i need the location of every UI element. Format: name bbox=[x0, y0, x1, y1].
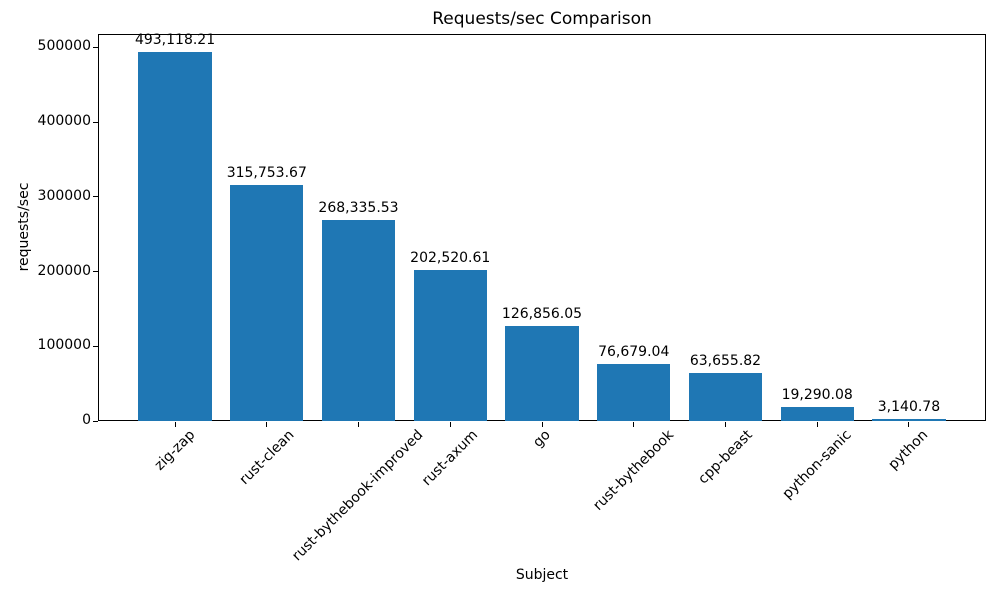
y-tick bbox=[93, 121, 98, 123]
x-tick-label: python-sanic bbox=[779, 427, 855, 503]
bar-value-label: 3,140.78 bbox=[877, 398, 941, 415]
bar-value-label: 76,679.04 bbox=[598, 343, 670, 360]
x-tick bbox=[358, 422, 360, 427]
x-tick-label: rust-axum bbox=[418, 427, 481, 490]
y-tick-label: 100000 bbox=[37, 337, 91, 354]
bar-value-label: 268,335.53 bbox=[318, 200, 399, 217]
x-tick bbox=[633, 422, 635, 427]
y-tick-label: 400000 bbox=[37, 113, 91, 130]
bar bbox=[138, 52, 212, 421]
bar bbox=[872, 418, 946, 421]
y-tick-label: 200000 bbox=[37, 262, 91, 279]
y-tick bbox=[93, 196, 98, 198]
x-tick bbox=[908, 422, 910, 427]
x-tick-label: python bbox=[885, 427, 932, 473]
x-tick-label: cpp-beast bbox=[695, 427, 756, 488]
bar-value-label: 19,290.08 bbox=[781, 386, 853, 403]
bar bbox=[230, 184, 304, 421]
y-tick bbox=[93, 271, 98, 272]
bar bbox=[505, 326, 579, 421]
x-tick bbox=[266, 422, 268, 427]
y-tick bbox=[93, 46, 98, 48]
bar bbox=[413, 269, 487, 421]
y-tick bbox=[93, 420, 98, 422]
chart-title: Requests/sec Comparison bbox=[432, 9, 652, 29]
y-tick bbox=[93, 345, 98, 347]
x-tick bbox=[816, 422, 818, 427]
bar bbox=[780, 406, 854, 421]
y-tick-label: 500000 bbox=[37, 38, 91, 55]
bar-value-label: 315,753.67 bbox=[226, 164, 307, 181]
bar-value-label: 63,655.82 bbox=[689, 353, 762, 370]
bar-value-label: 126,856.05 bbox=[501, 306, 583, 323]
x-tick bbox=[541, 422, 543, 427]
y-tick-label: 0 bbox=[82, 412, 91, 428]
y-tick-label: 300000 bbox=[37, 187, 91, 204]
bar bbox=[688, 373, 763, 421]
x-tick-label: rust-clean bbox=[236, 427, 297, 488]
x-tick-label: go bbox=[530, 427, 554, 451]
x-tick bbox=[449, 422, 451, 427]
bar-value-label: 493,118.21 bbox=[134, 32, 216, 49]
x-axis-label: Subject bbox=[515, 567, 569, 583]
x-tick bbox=[724, 422, 726, 427]
x-tick-label: rust-bythebook bbox=[589, 427, 677, 514]
x-tick-label: zig-zap bbox=[151, 427, 199, 474]
bar-value-label: 202,520.61 bbox=[410, 249, 491, 266]
bar bbox=[321, 220, 396, 421]
bar bbox=[597, 363, 671, 421]
x-tick-label: rust-bythebook-improved bbox=[289, 427, 427, 565]
x-tick bbox=[174, 422, 176, 427]
